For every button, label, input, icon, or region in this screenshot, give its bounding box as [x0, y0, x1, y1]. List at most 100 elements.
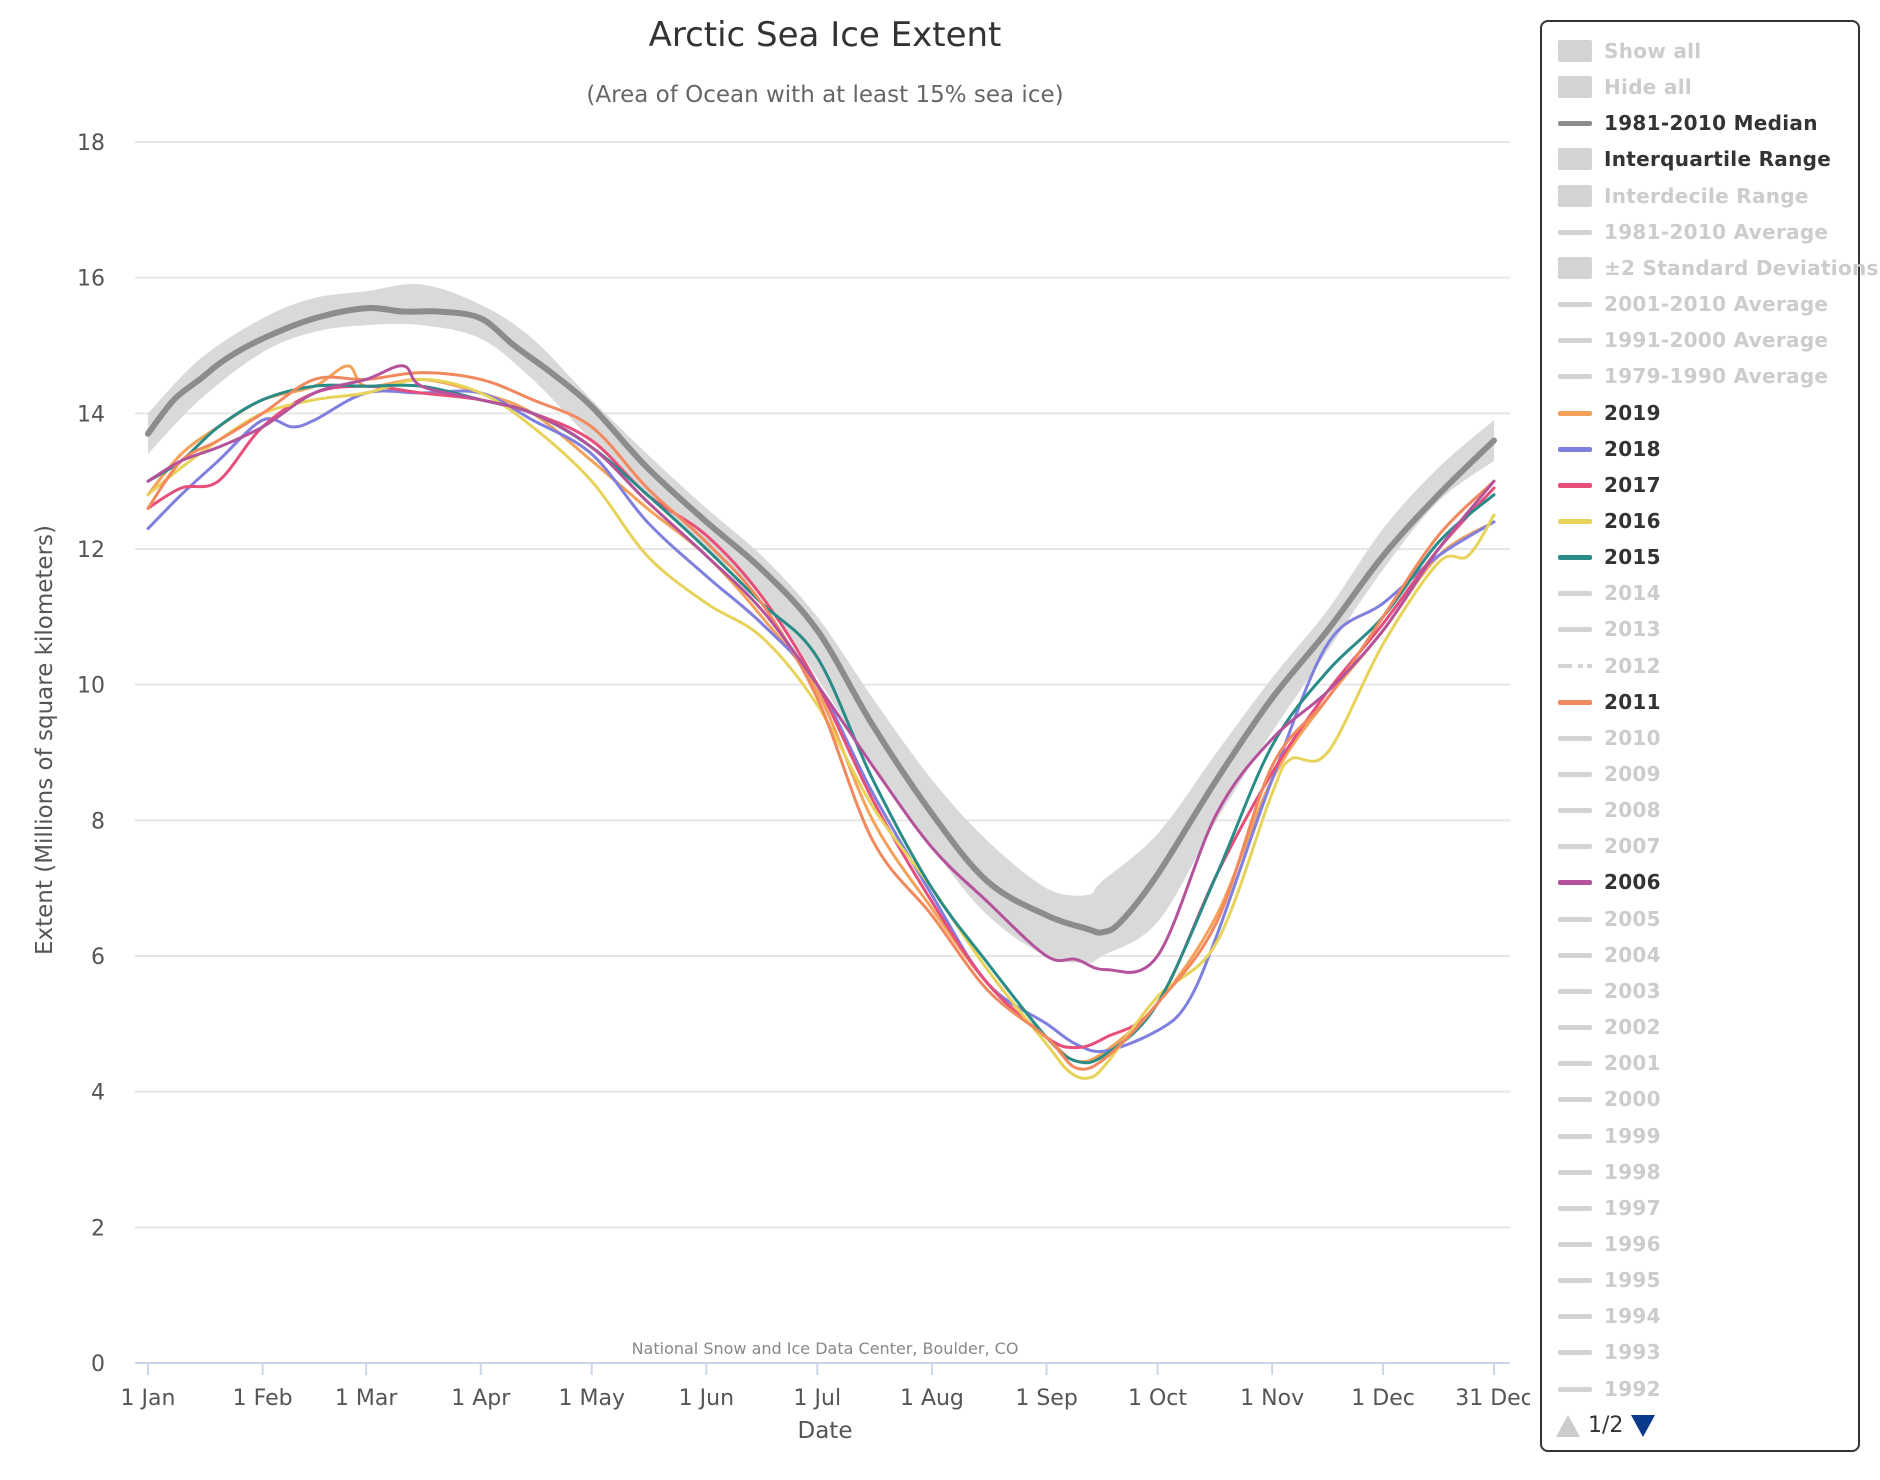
legend-item-2011[interactable]: 2011: [1558, 687, 1661, 717]
interquartile-range-band[interactable]: [148, 284, 1494, 963]
legend-item-1994[interactable]: 1994: [1558, 1301, 1661, 1331]
legend-symbol-icon: [1558, 943, 1592, 967]
legend-item-2009[interactable]: 2009: [1558, 759, 1661, 789]
legend-item-2008[interactable]: 2008: [1558, 795, 1661, 825]
legend-item-2017[interactable]: 2017: [1558, 470, 1661, 500]
axes: 0 2 4 6 8 10 12 14 16 18 1 Jan 1 Feb 1 Mar 1 Apr 1 May…: [77, 131, 1530, 1411]
x-tick-label: 1 Jan: [121, 1386, 176, 1411]
x-tick-label: 1 Oct: [1128, 1386, 1187, 1411]
legend-symbol-icon: [1558, 834, 1592, 858]
legend-item-2015[interactable]: 2015: [1558, 542, 1661, 572]
x-tick-label: 1 Jun: [679, 1386, 734, 1411]
legend-item-2001[interactable]: 2001: [1558, 1048, 1661, 1078]
legend-item-1979-1990-average[interactable]: 1979-1990 Average: [1558, 361, 1828, 391]
legend-label: 2001: [1604, 1051, 1661, 1076]
legend-item-2001-2010-average[interactable]: 2001-2010 Average: [1558, 289, 1828, 319]
legend-label: Interquartile Range: [1604, 147, 1832, 172]
legend-page-indicator: 1/2: [1588, 1413, 1624, 1438]
series-line-2015[interactable]: [146, 383, 1496, 1065]
legend-label: 1981-2010 Median: [1604, 111, 1818, 136]
legend-item-2006[interactable]: 2006: [1558, 867, 1661, 897]
legend-item-2014[interactable]: 2014: [1558, 578, 1661, 608]
legend-item-1998[interactable]: 1998: [1558, 1157, 1661, 1187]
series-line-1981-2010-median[interactable]: [145, 305, 1497, 936]
legend-item-2012[interactable]: 2012: [1558, 651, 1661, 681]
legend-item-2010[interactable]: 2010: [1558, 723, 1661, 753]
series-line-2017[interactable]: [146, 384, 1496, 1050]
legend-label: 1993: [1604, 1340, 1661, 1365]
legend-item-show-all[interactable]: Show all: [1558, 36, 1701, 66]
legend-panel: Show all Hide all 1981-2010 Median Interqua…: [1540, 20, 1878, 1452]
legend-symbol-icon: [1558, 1340, 1592, 1364]
y-tick-label: 16: [77, 267, 105, 292]
legend-item-2003[interactable]: 2003: [1558, 976, 1661, 1006]
legend-item-1996[interactable]: 1996: [1558, 1229, 1661, 1259]
legend-symbol-icon: [1558, 979, 1592, 1003]
series-line-2018[interactable]: [146, 389, 1496, 1054]
y-tick-label: 14: [77, 402, 105, 427]
x-tick-label: 1 Mar: [335, 1386, 398, 1411]
legend-label: 2019: [1604, 400, 1661, 425]
x-tick-label: 31 Dec: [1455, 1386, 1530, 1411]
legend-item-1981-2010-average[interactable]: 1981-2010 Average: [1558, 217, 1828, 247]
legend-label: 1992: [1604, 1376, 1661, 1401]
triangle-down-icon[interactable]: [1631, 1414, 1656, 1437]
legend-item-2019[interactable]: 2019: [1558, 398, 1661, 428]
legend-symbol-icon: [1558, 147, 1592, 171]
chart-subtitle: (Area of Ocean with at least 15% sea ice…: [586, 82, 1063, 108]
legend-item-2000[interactable]: 2000: [1558, 1084, 1661, 1114]
legend-item-1992[interactable]: 1992: [1558, 1374, 1661, 1404]
legend-label: 2013: [1604, 617, 1661, 642]
legend-label: 2002: [1604, 1015, 1661, 1040]
legend-label: Show all: [1604, 39, 1702, 63]
legend-symbol-icon: [1558, 1087, 1592, 1111]
legend-label: 1998: [1604, 1159, 1661, 1184]
legend-label: 2004: [1604, 942, 1661, 967]
legend-item-1995[interactable]: 1995: [1558, 1265, 1661, 1295]
legend-item-2016[interactable]: 2016: [1558, 506, 1661, 536]
legend-symbol-icon: [1558, 1160, 1592, 1184]
legend-item-1997[interactable]: 1997: [1558, 1193, 1661, 1223]
legend-item-interquartile-range[interactable]: Interquartile Range: [1558, 144, 1831, 174]
legend-symbol-icon: [1558, 437, 1592, 461]
interquartile-band[interactable]: [148, 284, 1494, 963]
x-tick-label: 1 May: [558, 1386, 624, 1411]
y-tick-label: 8: [91, 809, 105, 834]
legend-item-2-standard-deviations[interactable]: ±2 Standard Deviations: [1558, 253, 1879, 283]
legend-label: 2011: [1604, 689, 1661, 714]
legend-label: 2001-2010 Average: [1604, 292, 1829, 317]
legend-label: 1995: [1604, 1268, 1661, 1293]
y-tick-label: 18: [77, 131, 105, 156]
legend-symbol-icon: [1558, 1377, 1592, 1401]
legend-item-2018[interactable]: 2018: [1558, 434, 1661, 464]
legend-item-1993[interactable]: 1993: [1558, 1337, 1661, 1367]
triangle-up-icon[interactable]: [1556, 1414, 1580, 1437]
series-line-2006[interactable]: [146, 364, 1496, 974]
y-axis-title: Extent (Millions of square kilometers): [32, 525, 58, 955]
y-tick-label: 12: [77, 538, 105, 563]
legend-item-interdecile-range[interactable]: Interdecile Range: [1558, 181, 1809, 211]
chart-credit[interactable]: National Snow and Ice Data Center, Bould…: [632, 1339, 1019, 1358]
legend-item-2005[interactable]: 2005: [1558, 904, 1661, 934]
legend-item-2013[interactable]: 2013: [1558, 614, 1661, 644]
series-line-2019[interactable]: [146, 364, 1496, 1064]
series-lines[interactable]: [145, 305, 1497, 1080]
legend-label: 2010: [1604, 725, 1661, 750]
legend-label: 2005: [1604, 906, 1661, 931]
y-tick-label: 2: [91, 1216, 105, 1241]
legend-symbol-icon: [1558, 581, 1592, 605]
legend-item-1981-2010-median[interactable]: 1981-2010 Median: [1558, 108, 1818, 138]
legend-symbol-icon: [1558, 75, 1592, 99]
legend-item-2004[interactable]: 2004: [1558, 940, 1661, 970]
x-tick-label: 1 Nov: [1240, 1386, 1304, 1411]
legend-item-1991-2000-average[interactable]: 1991-2000 Average: [1558, 325, 1828, 355]
x-axis-title: Date: [798, 1418, 853, 1444]
legend-item-2002[interactable]: 2002: [1558, 1012, 1661, 1042]
legend-item-2007[interactable]: 2007: [1558, 831, 1661, 861]
legend-symbol-icon: [1558, 1268, 1592, 1292]
legend-item-hide-all[interactable]: Hide all: [1558, 72, 1692, 102]
legend-item-1999[interactable]: 1999: [1558, 1121, 1661, 1151]
legend-symbol-icon: [1558, 364, 1592, 388]
legend-symbol-icon: [1558, 509, 1592, 533]
legend-label: 1994: [1604, 1304, 1661, 1329]
